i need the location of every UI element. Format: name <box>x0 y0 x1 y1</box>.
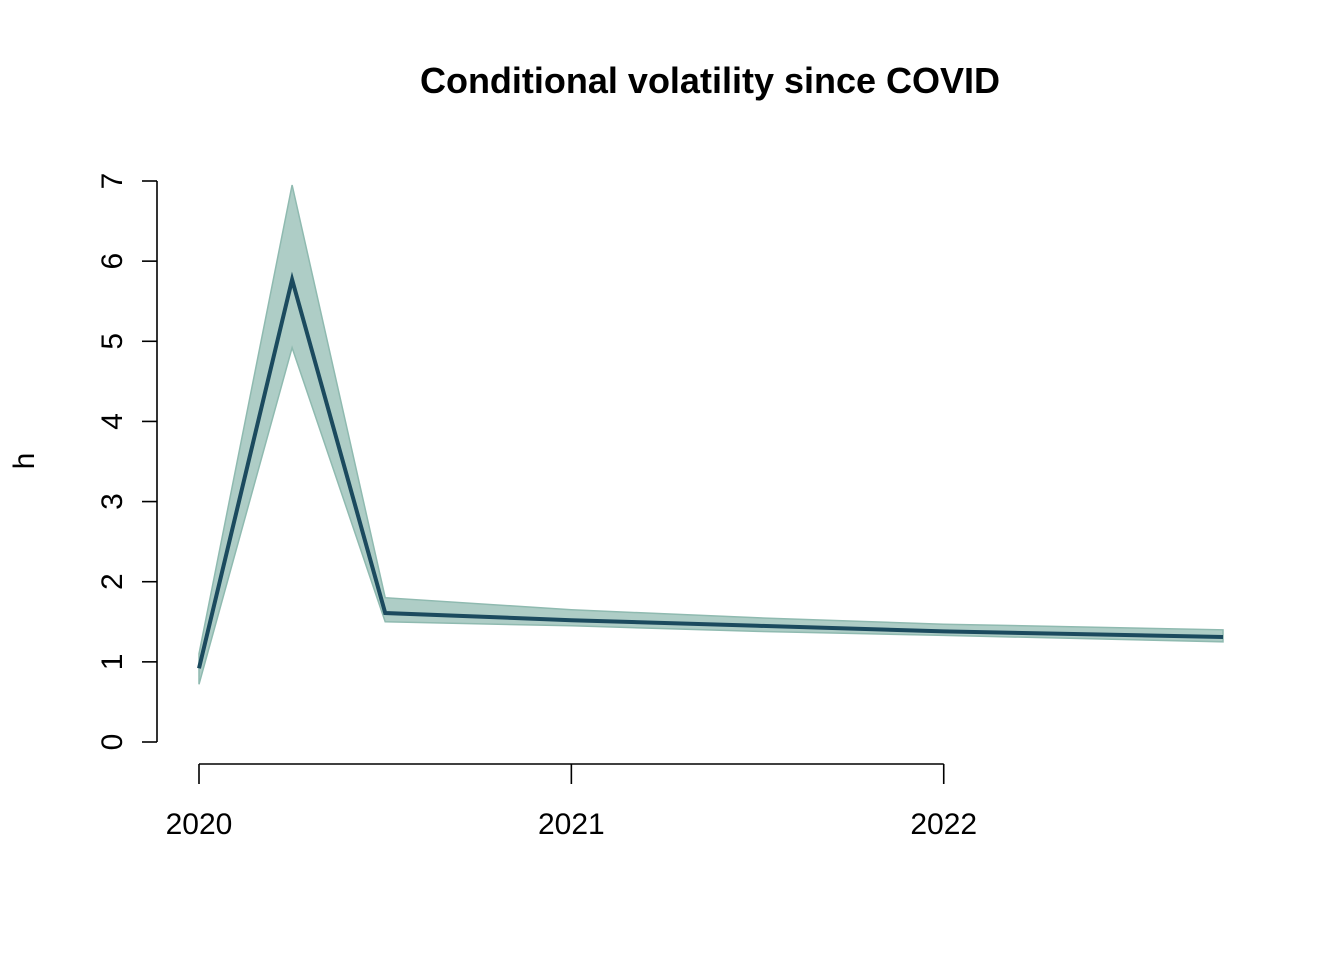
x-tick-label: 2022 <box>910 808 977 841</box>
plot-area <box>197 184 1224 685</box>
y-tick-label: 4 <box>96 413 129 430</box>
y-tick-label: 2 <box>96 573 129 590</box>
y-tick-label: 1 <box>96 654 129 671</box>
y-axis-label: h <box>8 453 41 470</box>
y-axis: 0 1 2 3 4 5 6 7 <box>96 173 158 751</box>
volatility-line <box>197 271 1224 669</box>
y-tick-label: 3 <box>96 493 129 510</box>
confidence-band <box>198 184 1224 685</box>
y-tick-label: 7 <box>96 173 129 190</box>
x-tick-label: 2021 <box>538 808 605 841</box>
x-axis: 2020 2021 2022 <box>166 763 977 841</box>
y-tick-label: 5 <box>96 333 129 350</box>
chart-title: Conditional volatility since COVID <box>420 60 1000 101</box>
y-tick-label: 0 <box>96 734 129 751</box>
y-tick-label: 6 <box>96 253 129 270</box>
x-tick-label: 2020 <box>166 808 233 841</box>
